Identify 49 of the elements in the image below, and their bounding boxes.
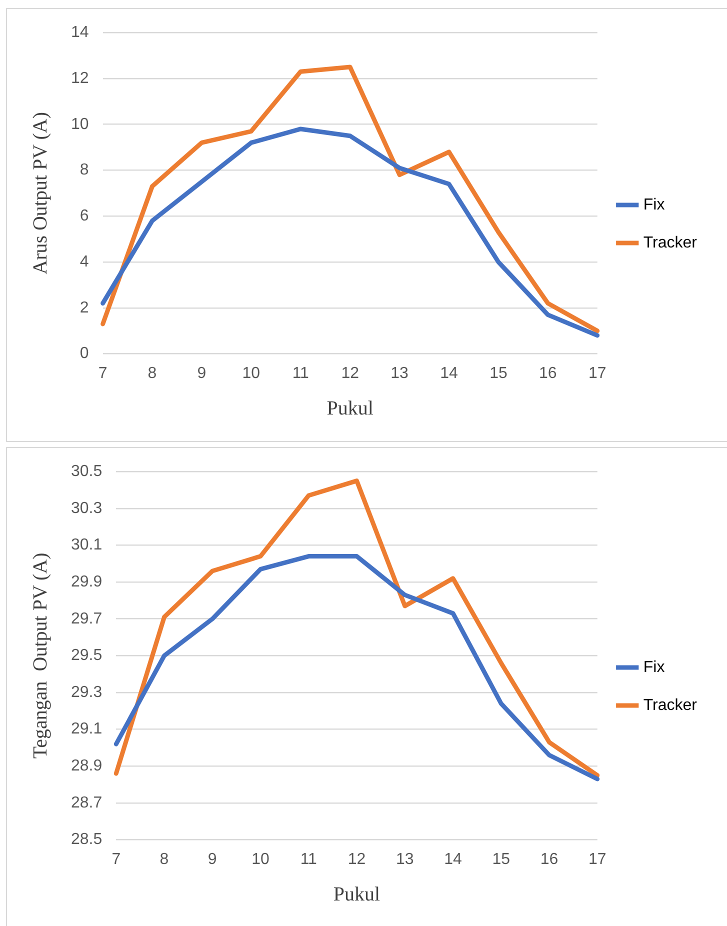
legend-label: Tracker [643, 234, 698, 252]
y-tick-label: 28.9 [71, 758, 102, 775]
y-tick-label: 30.1 [71, 536, 102, 554]
x-tick-label: 9 [197, 364, 206, 382]
y-tick-label: 0 [80, 345, 89, 362]
legend-label: Fix [643, 658, 665, 676]
y-tick-label: 30.3 [71, 500, 102, 517]
x-tick-label: 12 [348, 850, 366, 868]
x-axis-title: Pukul [333, 883, 381, 906]
y-tick-label: 6 [80, 208, 89, 225]
x-tick-label: 17 [588, 364, 606, 382]
x-tick-label: 11 [292, 364, 310, 382]
x-axis-title: Pukul [326, 397, 374, 420]
y-tick-label: 28.7 [71, 794, 102, 812]
legend-label: Tracker [643, 696, 698, 714]
y-tick-label: 10 [71, 116, 89, 133]
x-tick-label: 10 [242, 364, 260, 382]
y-tick-label: 30.5 [71, 463, 102, 480]
x-tick-label: 15 [490, 364, 508, 382]
x-tick-label: 13 [396, 850, 414, 868]
y-axis-title: Arus Output PV (A) [29, 112, 52, 274]
legend-label: Fix [643, 196, 665, 214]
x-tick-label: 12 [341, 364, 360, 382]
y-tick-label: 14 [71, 24, 89, 42]
y-axis-title: Tegangan Output PV (A) [29, 552, 52, 759]
x-tick-label: 7 [98, 364, 108, 382]
y-tick-label: 29.7 [71, 610, 102, 628]
y-tick-label: 29.1 [71, 720, 102, 738]
y-tick-label: 29.9 [71, 573, 102, 590]
y-tick-label: 29.3 [71, 684, 102, 701]
x-tick-label: 10 [252, 850, 270, 868]
x-tick-label: 11 [300, 850, 318, 868]
y-tick-label: 12 [71, 70, 89, 87]
x-tick-label: 14 [444, 850, 462, 868]
x-tick-label: 9 [208, 850, 217, 868]
x-tick-label: 8 [148, 364, 157, 382]
y-tick-label: 29.5 [71, 647, 102, 664]
y-tick-label: 8 [80, 162, 89, 179]
y-tick-label: 28.5 [71, 831, 102, 848]
x-tick-label: 16 [539, 364, 557, 382]
x-tick-label: 17 [588, 850, 606, 868]
x-tick-label: 13 [390, 364, 409, 382]
x-tick-label: 14 [440, 364, 458, 382]
y-tick-label: 2 [80, 299, 89, 316]
x-tick-label: 7 [112, 850, 121, 868]
x-tick-label: 8 [160, 850, 169, 868]
x-tick-label: 15 [492, 850, 510, 868]
x-tick-label: 16 [540, 850, 558, 868]
y-tick-label: 4 [80, 253, 89, 270]
